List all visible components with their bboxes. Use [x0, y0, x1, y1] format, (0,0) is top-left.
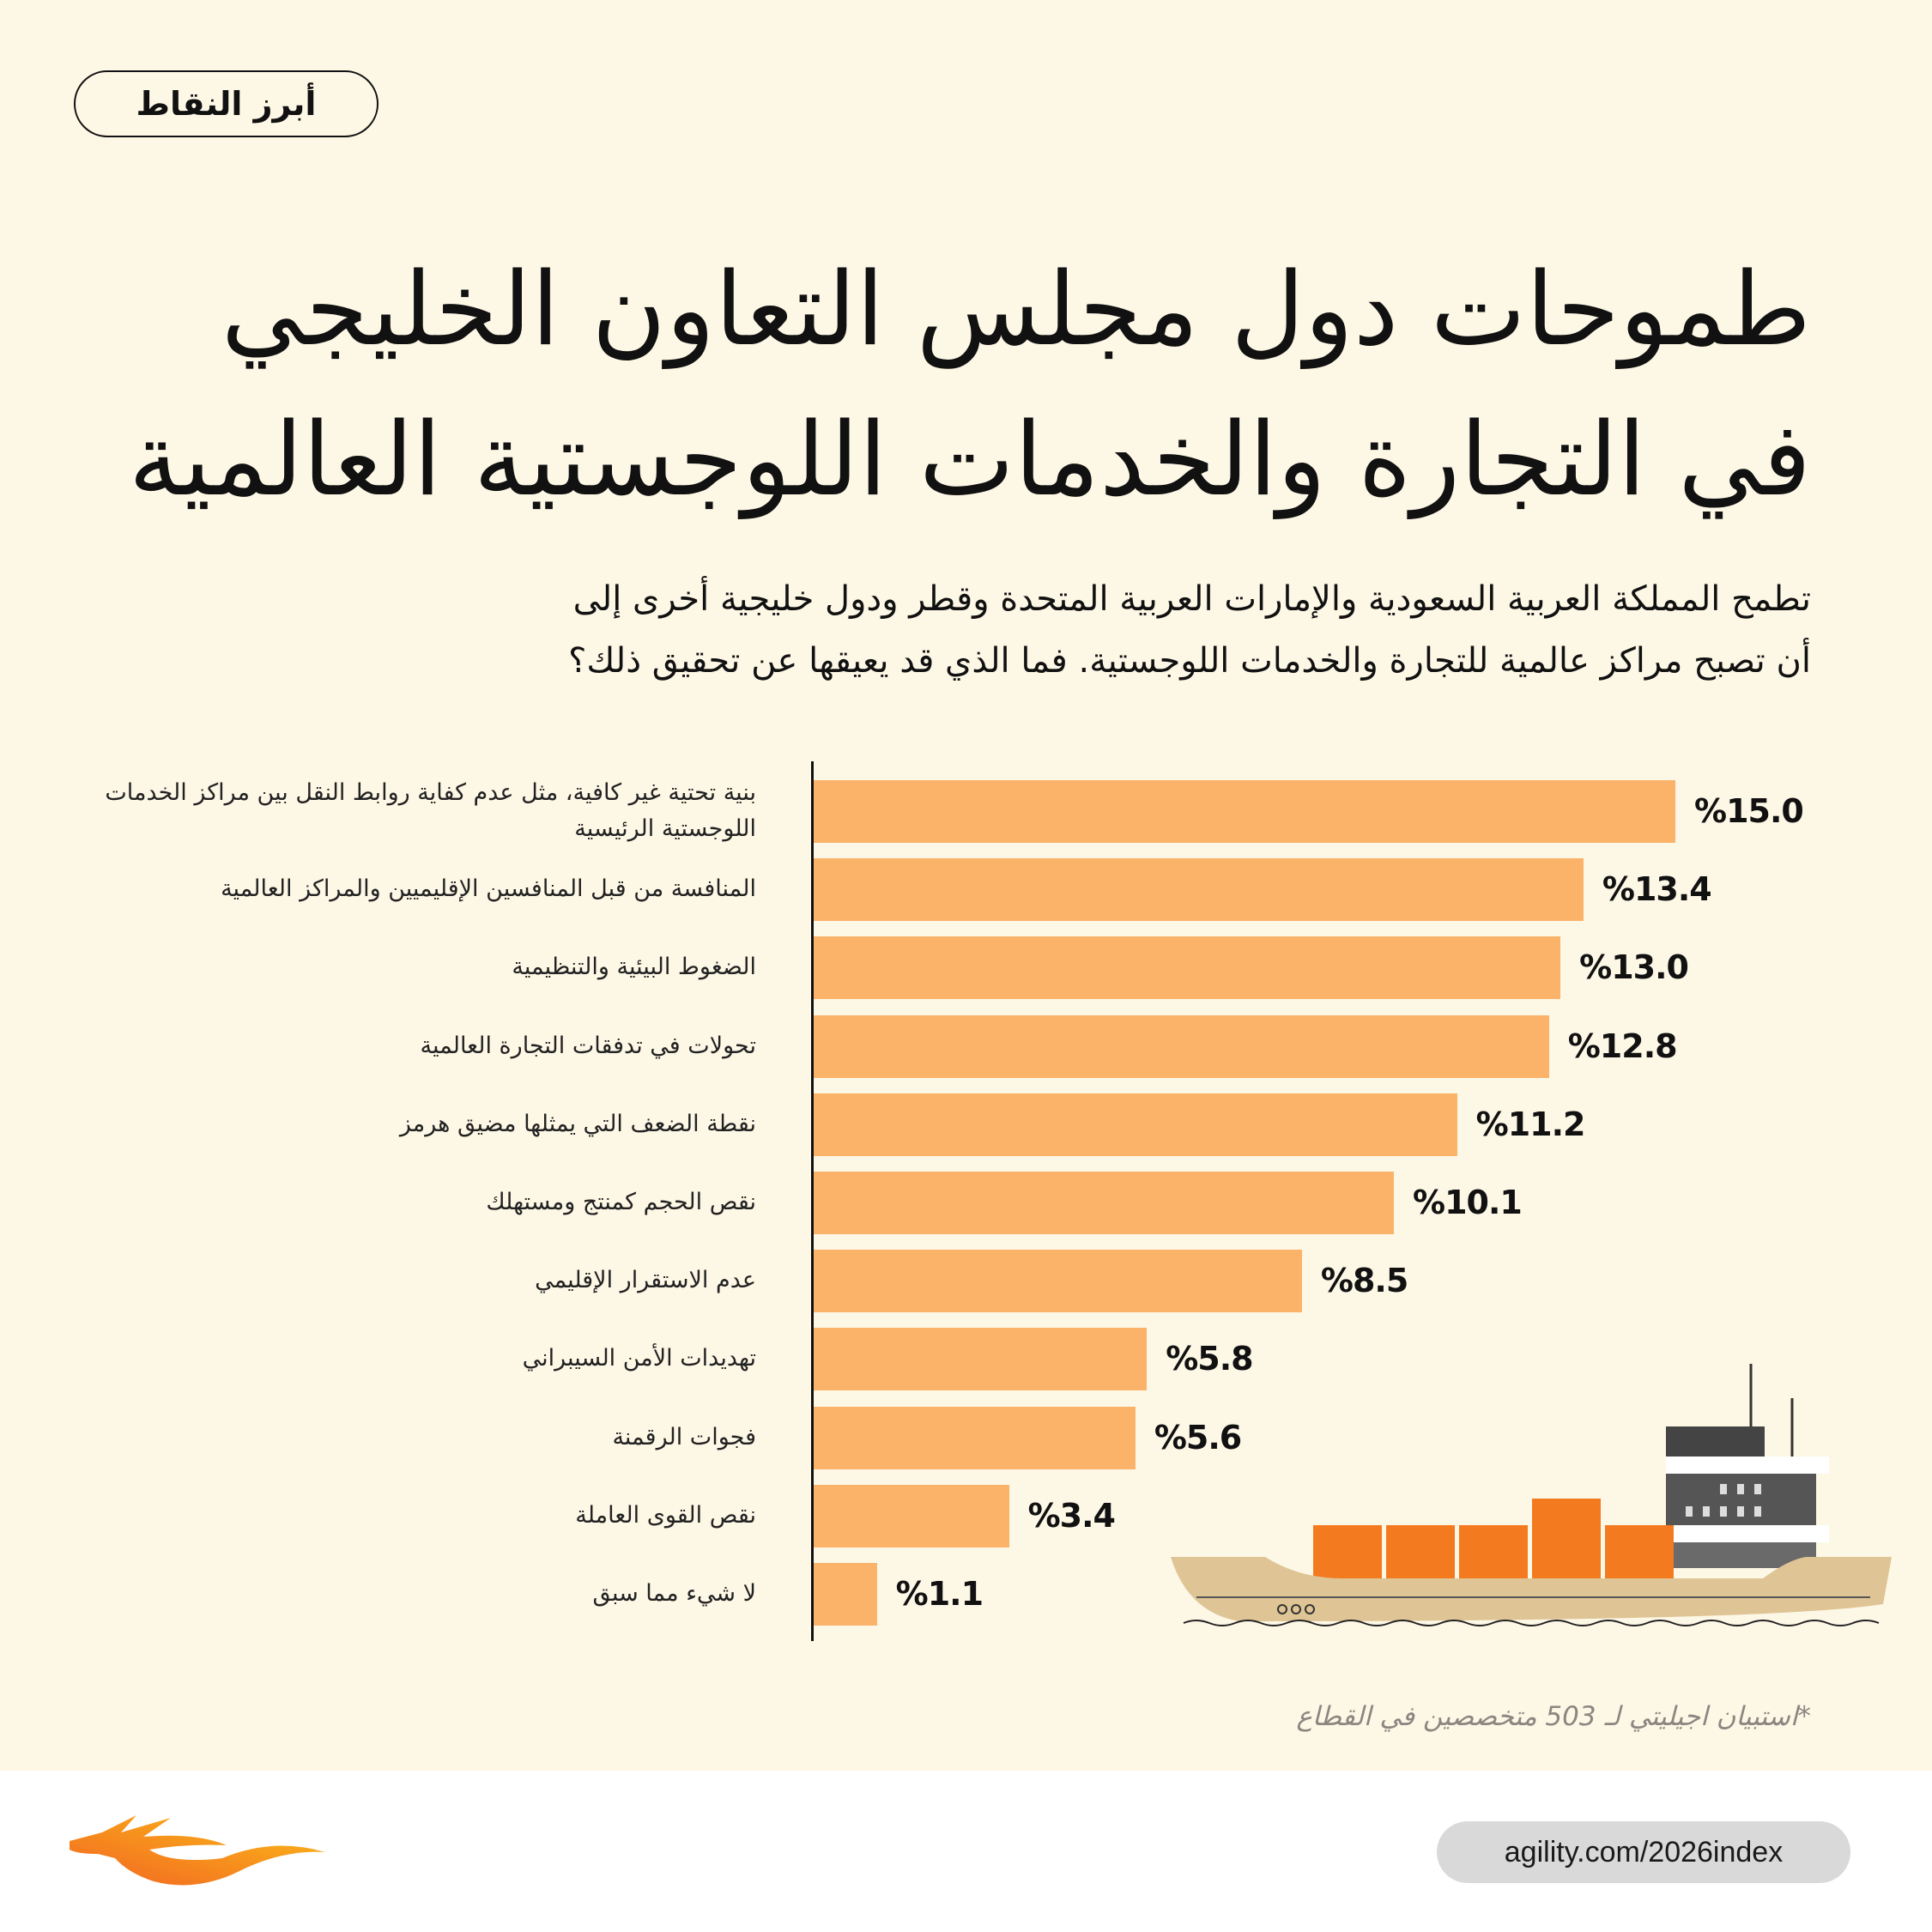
category-label: عدم الاستقرار الإقليمي [535, 1267, 756, 1294]
subtitle-line-1: تطمح المملكة العربية السعودية والإمارات … [572, 579, 1811, 619]
bar [814, 1563, 877, 1626]
website-link[interactable]: agility.com/2026index [1437, 1821, 1850, 1883]
page-title-line-2: في التجارة والخدمات اللوجستية العالمية [128, 400, 1811, 518]
category-label: فجوات الرقمنة [612, 1423, 756, 1451]
subtitle-line-2: أن تصبح مراكز عالمية للتجارة والخدمات ال… [568, 641, 1811, 681]
bar [814, 1250, 1302, 1313]
page-title-line-1: طموحات دول مجلس التعاون الخليجي [221, 250, 1811, 368]
highlights-badge: أبرز النقاط [74, 70, 379, 137]
bar-chart: %15.0 بنية تحتية غير كافية، مثل عدم كفاية… [105, 779, 1804, 1626]
bar [814, 1093, 1457, 1156]
category-label: المنافسة من قبل المنافسين الإقليميين وال… [221, 875, 756, 903]
category-label: نقص القوى العاملة [575, 1501, 756, 1529]
bar [814, 1172, 1395, 1234]
container-ship-illustration [1171, 1364, 1892, 1626]
category-label: تحولات في تدفقات التجارة العالمية [420, 1032, 757, 1059]
bar [814, 1484, 1009, 1547]
bar [814, 780, 1675, 843]
footnote: *استبيان اجيليتي لـ 503 متخصصين في القطا… [1296, 1701, 1811, 1732]
value-label: %13.0 [1579, 948, 1689, 987]
category-label: لا شيء مما سبق [592, 1580, 756, 1607]
category-label: بنية تحتية غير كافية، مثل عدم كفاية رواب… [105, 779, 756, 842]
bar [814, 858, 1584, 922]
value-label: %3.4 [1027, 1496, 1116, 1535]
value-label: %1.1 [895, 1575, 984, 1613]
bar [814, 1328, 1148, 1391]
value-label: %11.2 [1475, 1105, 1586, 1143]
agility-logo [70, 1815, 325, 1886]
value-label: %5.6 [1154, 1418, 1242, 1457]
value-label: %12.8 [1567, 1027, 1678, 1065]
category-label: تهديدات الأمن السيبراني [522, 1345, 756, 1372]
bar [814, 936, 1561, 1000]
bar [814, 1406, 1136, 1469]
category-label: الضغوط البيئية والتنظيمية [512, 954, 756, 981]
value-label: %13.4 [1602, 870, 1712, 909]
category-label: نقطة الضعف التي يمثلها مضيق هرمز [399, 1110, 756, 1137]
value-label: %5.8 [1166, 1340, 1253, 1378]
category-label: نقص الحجم كمنتج ومستهلك [486, 1189, 756, 1215]
bar [814, 1014, 1549, 1078]
value-label: %8.5 [1320, 1262, 1408, 1300]
y-axis-line [811, 761, 814, 1641]
value-label: %15.0 [1694, 792, 1804, 830]
value-label: %10.1 [1413, 1184, 1523, 1221]
